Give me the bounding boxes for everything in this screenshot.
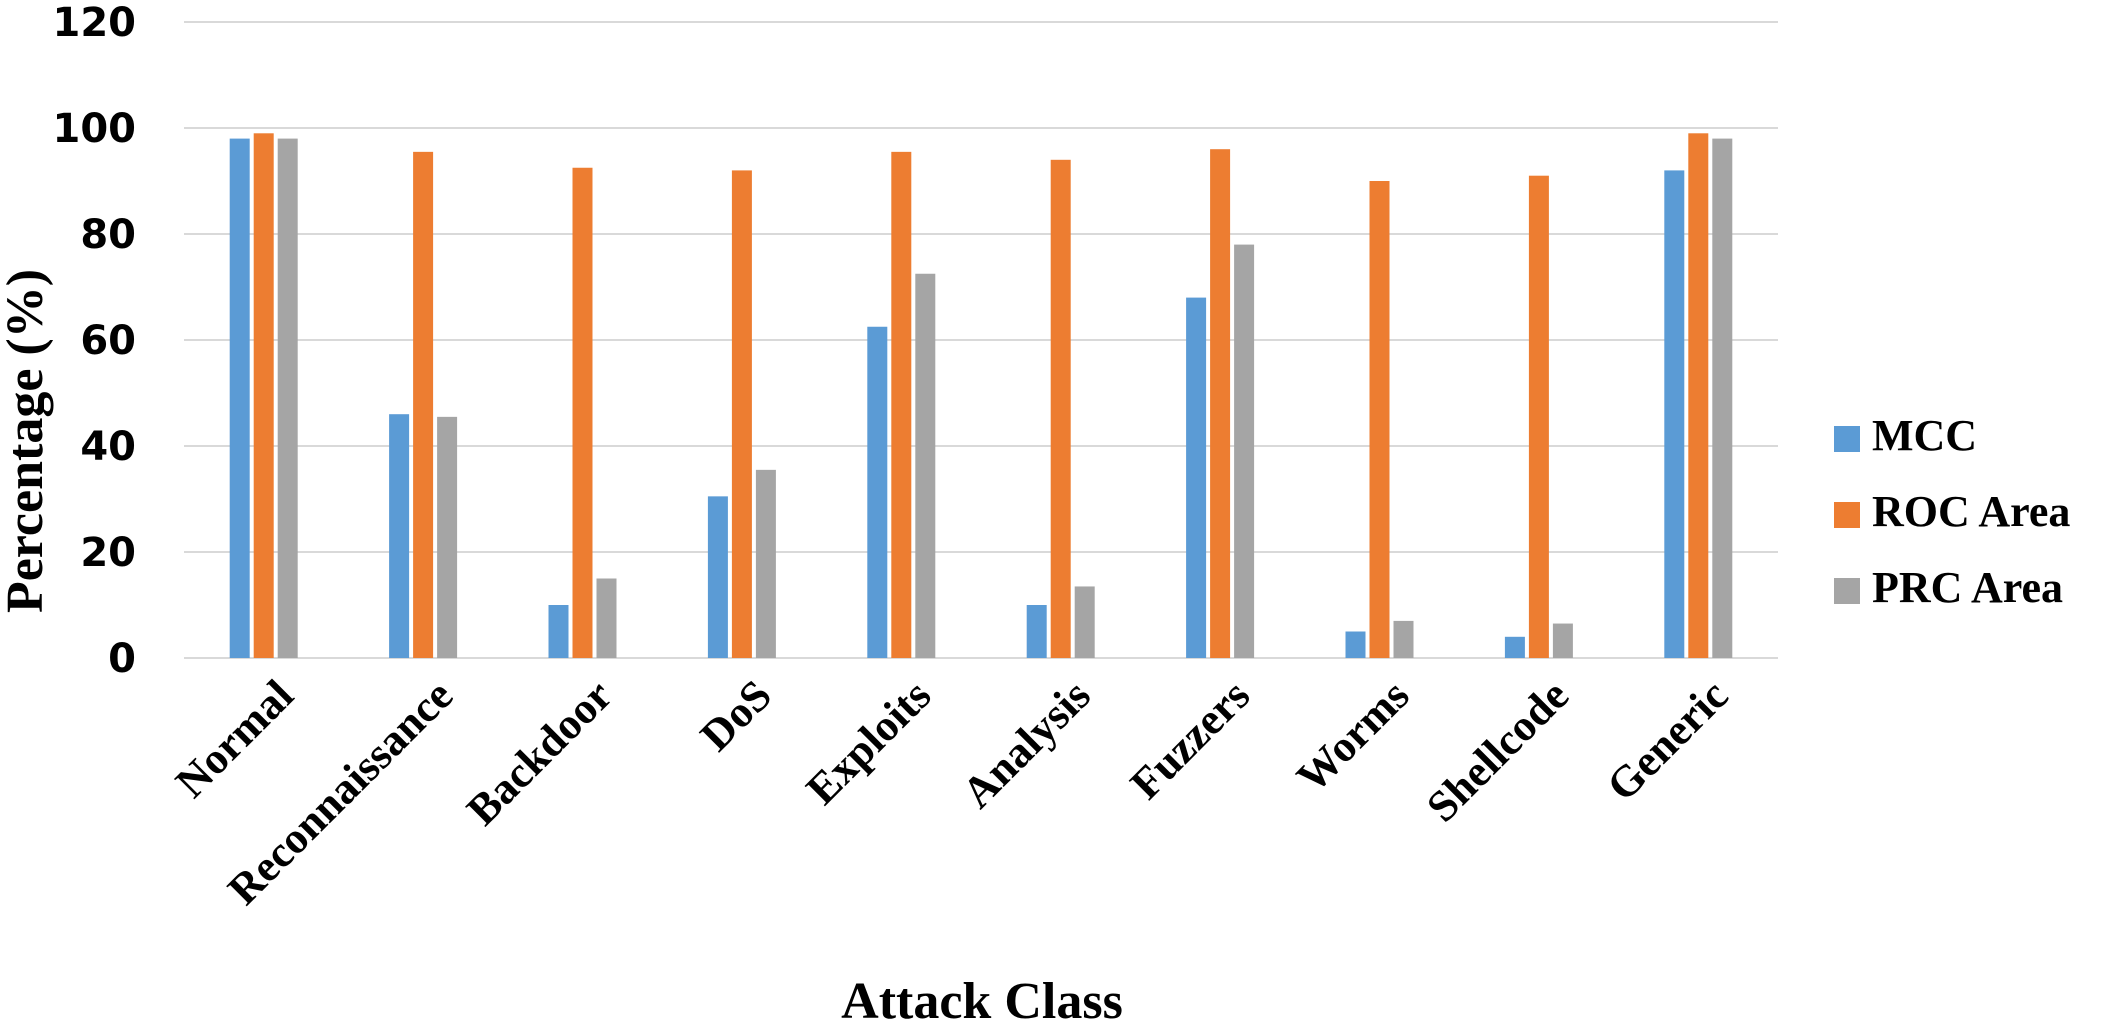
legend-label: ROC Area [1872,487,2070,536]
legend-item: ROC Area [1834,487,2070,536]
x-tick-label: Analysis [953,670,1100,817]
bar-prc-area-backdoor [596,578,617,658]
bar-prc-area-fuzzers [1234,244,1255,658]
bar-roc-area-normal [253,133,274,659]
bar-prc-area-worms [1393,620,1414,658]
bar-prc-area-reconnaissance [437,416,458,658]
y-tick-label: 40 [80,424,136,470]
x-tick-label: Shellcode [1417,670,1578,831]
bar-mcc-backdoor [548,605,569,658]
y-tick-label: 120 [53,0,137,46]
x-tick-label: Backdoor [457,670,621,834]
bar-mcc-shellcode [1504,636,1525,658]
y-tick-label: 100 [53,106,137,152]
x-tick-label: Normal [166,670,303,807]
bar-mcc-dos [707,496,728,658]
bar-prc-area-normal [277,138,298,659]
legend-label: MCC [1872,411,1977,460]
y-axis-ticks: 0 20 40 60 80 100 120 [53,0,137,682]
bar-prc-area-generic [1712,138,1733,659]
bar-prc-area-analysis [1074,586,1095,658]
bar-roc-area-dos [731,170,752,658]
legend-swatch [1834,426,1860,452]
legend-swatch [1834,578,1860,604]
bar-mcc-normal [229,138,250,659]
bar-roc-area-shellcode [1528,175,1549,658]
x-tick-label: DoS [691,670,781,760]
bar-prc-area-shellcode [1552,623,1573,658]
y-tick-label: 60 [80,318,136,364]
bar-roc-area-reconnaissance [413,151,434,658]
bar-roc-area-analysis [1050,159,1071,659]
y-tick-label: 0 [108,636,136,682]
bars [229,133,1733,659]
legend-item: MCC [1834,411,1977,460]
bar-roc-area-worms [1369,181,1390,658]
bar-mcc-generic [1664,170,1685,658]
x-tick-label: Generic [1597,670,1737,810]
bar-roc-area-fuzzers [1210,149,1231,658]
legend-swatch [1834,502,1860,528]
bar-prc-area-exploits [915,273,936,658]
bar-prc-area-dos [755,469,776,658]
x-axis-title: Attack Class [841,973,1123,1028]
x-tick-label: Worms [1287,670,1418,801]
bar-mcc-exploits [867,326,888,658]
legend-label: PRC Area [1872,563,2063,612]
bar-roc-area-exploits [891,151,912,658]
bar-roc-area-generic [1688,133,1709,659]
legend: MCC ROC Area PRC Area [1834,411,2070,612]
y-tick-label: 80 [80,212,136,258]
bar-mcc-analysis [1026,605,1047,658]
legend-item: PRC Area [1834,563,2063,612]
bar-roc-area-backdoor [572,167,593,658]
bar-mcc-reconnaissance [389,414,410,658]
x-tick-label: Fuzzers [1121,670,1259,808]
x-tick-label: Exploits [797,670,941,814]
bar-mcc-fuzzers [1186,297,1207,658]
y-tick-label: 20 [80,530,136,576]
y-axis-title: Percentage (%) [0,269,54,613]
bar-mcc-worms [1345,631,1366,658]
